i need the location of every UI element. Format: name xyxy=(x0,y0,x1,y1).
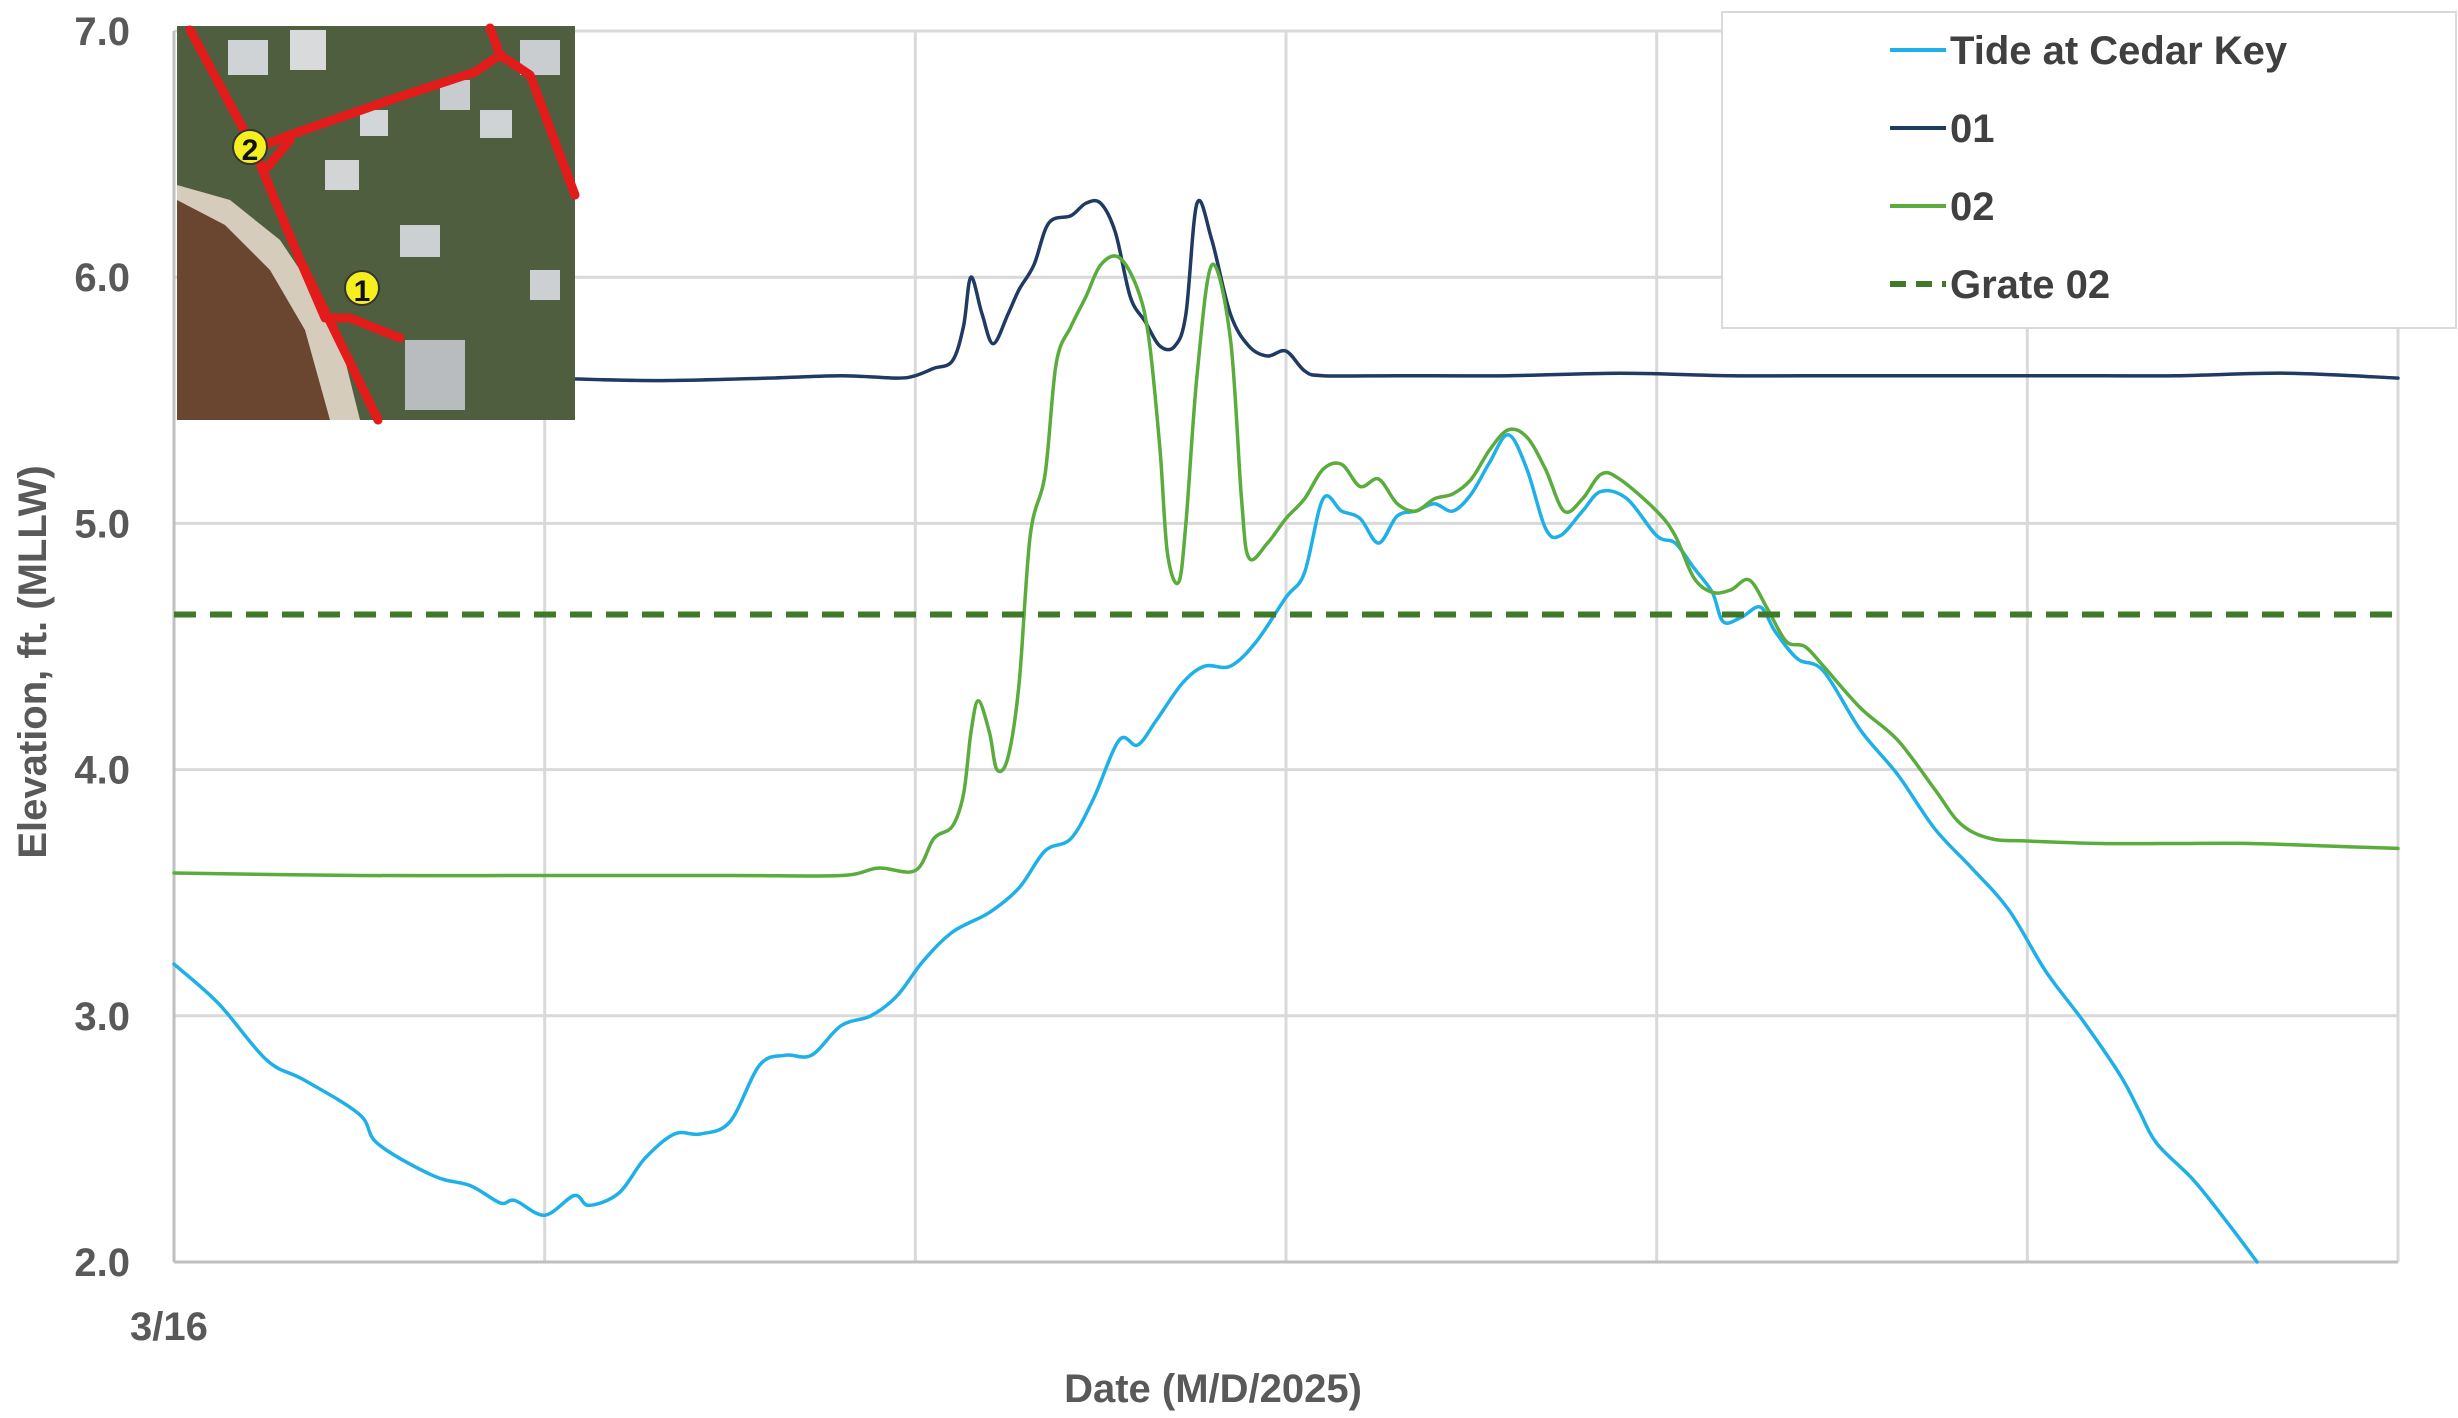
inset-water xyxy=(177,200,330,420)
inset-roof xyxy=(530,270,560,300)
x-tick-labels: 3/16 xyxy=(130,1305,208,1349)
series-lines xyxy=(172,198,2400,1264)
series-01-line xyxy=(542,198,2400,383)
y-axis-title: Elevation, ft. (MLLW) xyxy=(11,465,55,858)
y-tick-label: 6.0 xyxy=(74,256,130,300)
inset-roof xyxy=(405,340,465,410)
inset-roof xyxy=(360,110,388,136)
inset-roof xyxy=(290,30,326,70)
y-tick-label: 4.0 xyxy=(74,749,130,793)
y-tick-labels: 2.0 3.0 4.0 5.0 6.0 7.0 xyxy=(74,10,130,1285)
series-tide-line xyxy=(172,433,2259,1264)
legend-label-grate: Grate 02 xyxy=(1950,263,2110,307)
svg-text:2: 2 xyxy=(242,134,259,167)
x-axis-title: Date (M/D/2025) xyxy=(1064,1367,1362,1411)
svg-text:1: 1 xyxy=(354,275,371,308)
legend-box xyxy=(1721,11,2457,329)
inset-marker-2: 2 xyxy=(232,129,268,167)
legend-label-tide: Tide at Cedar Key xyxy=(1950,29,2288,73)
legend-label-02: 02 xyxy=(1950,185,1995,229)
y-tick-label: 7.0 xyxy=(74,10,130,54)
series-02-line xyxy=(172,254,2400,878)
legend-label-01: 01 xyxy=(1950,107,1995,151)
inset-roof xyxy=(228,40,268,75)
y-tick-label: 3.0 xyxy=(74,995,130,1039)
inset-roof xyxy=(400,225,440,257)
y-tick-label: 5.0 xyxy=(74,502,130,546)
axes xyxy=(172,31,2398,1264)
inset-marker-1: 1 xyxy=(344,270,380,308)
inset-roof xyxy=(325,160,359,190)
legend: Tide at Cedar Key 01 02 Grate 02 xyxy=(1721,11,2457,329)
x-tick-label: 3/16 xyxy=(130,1305,208,1349)
y-tick-label: 2.0 xyxy=(74,1241,130,1285)
inset-aerial-map: 2 1 xyxy=(177,23,580,425)
inset-route-lines xyxy=(185,23,580,425)
inset-roof xyxy=(480,110,512,138)
